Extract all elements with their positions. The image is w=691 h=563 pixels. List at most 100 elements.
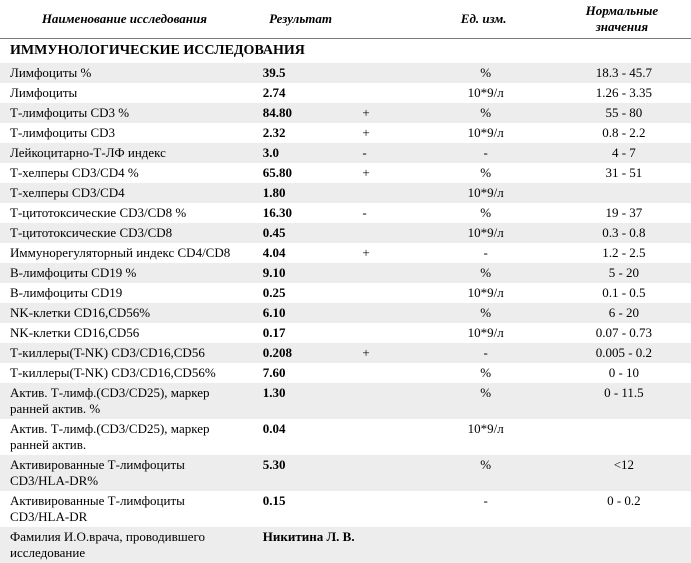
table-row: NK-клетки CD16,CD56%6.10%6 - 20 — [0, 303, 691, 323]
cell-name: NK-клетки CD16,CD56% — [0, 303, 249, 323]
cell-name: Т-киллеры(T-NK) CD3/CD16,CD56% — [0, 363, 249, 383]
cell-flag — [352, 491, 414, 527]
cell-name: Т-цитотоксические CD3/CD8 % — [0, 203, 249, 223]
cell-ref: 31 - 51 — [553, 163, 691, 183]
cell-name: Лимфоциты — [0, 83, 249, 103]
table-row: В-лимфоциты CD190.2510*9/л0.1 - 0.5 — [0, 283, 691, 303]
lab-report: { "headers": { "name": "Наименование исс… — [0, 0, 691, 563]
cell-result: 2.74 — [249, 83, 353, 103]
cell-flag — [352, 363, 414, 383]
cell-unit: % — [415, 203, 553, 223]
cell-flag: + — [352, 163, 414, 183]
col-header-flag — [352, 0, 414, 39]
cell-result: 6.10 — [249, 303, 353, 323]
table-row: Т-киллеры(T-NK) CD3/CD16,CD56%7.60%0 - 1… — [0, 363, 691, 383]
table-row: NK-клетки CD16,CD560.1710*9/л0.07 - 0.73 — [0, 323, 691, 343]
cell-name: Актив. Т-лимф.(CD3/CD25), маркер ранней … — [0, 419, 249, 455]
col-header-unit: Ед. изм. — [415, 0, 553, 39]
table-row: Т-лимфоциты CD32.32+10*9/л0.8 - 2.2 — [0, 123, 691, 143]
cell-name: Активированные Т-лимфоциты CD3/HLA-DR% — [0, 455, 249, 491]
cell-ref: 0.3 - 0.8 — [553, 223, 691, 243]
cell-name: Иммунорегуляторный индекс CD4/CD8 — [0, 243, 249, 263]
cell-name: Т-цитотоксические CD3/CD8 — [0, 223, 249, 243]
cell-flag: + — [352, 123, 414, 143]
cell-flag — [352, 83, 414, 103]
cell-result: 7.60 — [249, 363, 353, 383]
cell-flag — [352, 223, 414, 243]
cell-result: 0.45 — [249, 223, 353, 243]
cell-result: 3.0 — [249, 143, 353, 163]
table-row: Лейкоцитарно-Т-ЛФ индекс3.0--4 - 7 — [0, 143, 691, 163]
col-header-result: Результат — [249, 0, 353, 39]
cell-name: Т-хелперы CD3/CD4 % — [0, 163, 249, 183]
table-row: Т-цитотоксические CD3/CD8 %16.30-%19 - 3… — [0, 203, 691, 223]
cell-unit: % — [415, 363, 553, 383]
cell-name: Актив. Т-лимф.(CD3/CD25), маркер ранней … — [0, 383, 249, 419]
cell-name: Т-лимфоциты CD3 — [0, 123, 249, 143]
cell-name: В-лимфоциты CD19 — [0, 283, 249, 303]
cell-result: 1.80 — [249, 183, 353, 203]
cell-flag — [352, 455, 414, 491]
cell-name: Т-хелперы CD3/CD4 — [0, 183, 249, 203]
cell-ref: <12 — [553, 455, 691, 491]
cell-unit: 10*9/л — [415, 183, 553, 203]
cell-unit: 10*9/л — [415, 323, 553, 343]
table-row: В-лимфоциты CD19 %9.10%5 - 20 — [0, 263, 691, 283]
cell-unit: 10*9/л — [415, 419, 553, 455]
table-row: Т-хелперы CD3/CD41.80 10*9/л — [0, 183, 691, 203]
table-row: Т-хелперы CD3/CD4 %65.80+%31 - 51 — [0, 163, 691, 183]
cell-unit: % — [415, 63, 553, 83]
cell-flag: - — [352, 143, 414, 163]
cell-unit: - — [415, 491, 553, 527]
cell-result: 39.5 — [249, 63, 353, 83]
cell-flag — [352, 419, 414, 455]
cell-flag — [352, 183, 414, 203]
cell-result: 0.208 — [249, 343, 353, 363]
cell-unit: % — [415, 303, 553, 323]
cell-unit: 10*9/л — [415, 123, 553, 143]
cell-ref: 0 - 11.5 — [553, 383, 691, 419]
col-header-ref: Нормальные значения — [553, 0, 691, 39]
cell-unit: - — [415, 143, 553, 163]
cell-result: 2.32 — [249, 123, 353, 143]
cell-ref: 55 - 80 — [553, 103, 691, 123]
cell-unit: 10*9/л — [415, 83, 553, 103]
cell-ref: 4 - 7 — [553, 143, 691, 163]
cell-ref: 0.07 - 0.73 — [553, 323, 691, 343]
cell-flag: - — [352, 203, 414, 223]
col-header-name: Наименование исследования — [0, 0, 249, 39]
cell-name: NK-клетки CD16,CD56 — [0, 323, 249, 343]
cell-name: Лейкоцитарно-Т-ЛФ индекс — [0, 143, 249, 163]
cell-result: 0.25 — [249, 283, 353, 303]
cell-ref: 18.3 - 45.7 — [553, 63, 691, 83]
cell-flag — [352, 303, 414, 323]
cell-ref: 19 - 37 — [553, 203, 691, 223]
cell-name: Активированные Т-лимфоциты CD3/HLA-DR — [0, 491, 249, 527]
cell-name: Лимфоциты % — [0, 63, 249, 83]
cell-result: 9.10 — [249, 263, 353, 283]
cell-ref: 0.005 - 0.2 — [553, 343, 691, 363]
table-row: Лимфоциты %39.5%18.3 - 45.7 — [0, 63, 691, 83]
empty-cell — [553, 527, 691, 563]
section-title: ИММУНОЛОГИЧЕСКИЕ ИССЛЕДОВАНИЯ — [0, 39, 691, 64]
empty-cell — [415, 527, 553, 563]
table-row: Актив. Т-лимф.(CD3/CD25), маркер ранней … — [0, 383, 691, 419]
header-row: Наименование исследования Результат Ед. … — [0, 0, 691, 39]
cell-ref — [553, 183, 691, 203]
cell-name: В-лимфоциты CD19 % — [0, 263, 249, 283]
cell-result: 16.30 — [249, 203, 353, 223]
cell-result: 0.04 — [249, 419, 353, 455]
cell-name: Т-киллеры(T-NK) CD3/CD16,CD56 — [0, 343, 249, 363]
cell-ref: 0 - 0.2 — [553, 491, 691, 527]
table-row: Активированные Т-лимфоциты CD3/HLA-DR%5.… — [0, 455, 691, 491]
cell-ref: 0.8 - 2.2 — [553, 123, 691, 143]
doctor-label: Фамилия И.О.врача, проводившего исследов… — [0, 527, 249, 563]
cell-ref: 5 - 20 — [553, 263, 691, 283]
table-row: Т-киллеры(T-NK) CD3/CD16,CD560.208+-0.00… — [0, 343, 691, 363]
table-row: Лимфоциты2.7410*9/л1.26 - 3.35 — [0, 83, 691, 103]
cell-unit: 10*9/л — [415, 223, 553, 243]
cell-unit: - — [415, 343, 553, 363]
cell-flag — [352, 383, 414, 419]
results-table: Наименование исследования Результат Ед. … — [0, 0, 691, 563]
cell-unit: 10*9/л — [415, 283, 553, 303]
